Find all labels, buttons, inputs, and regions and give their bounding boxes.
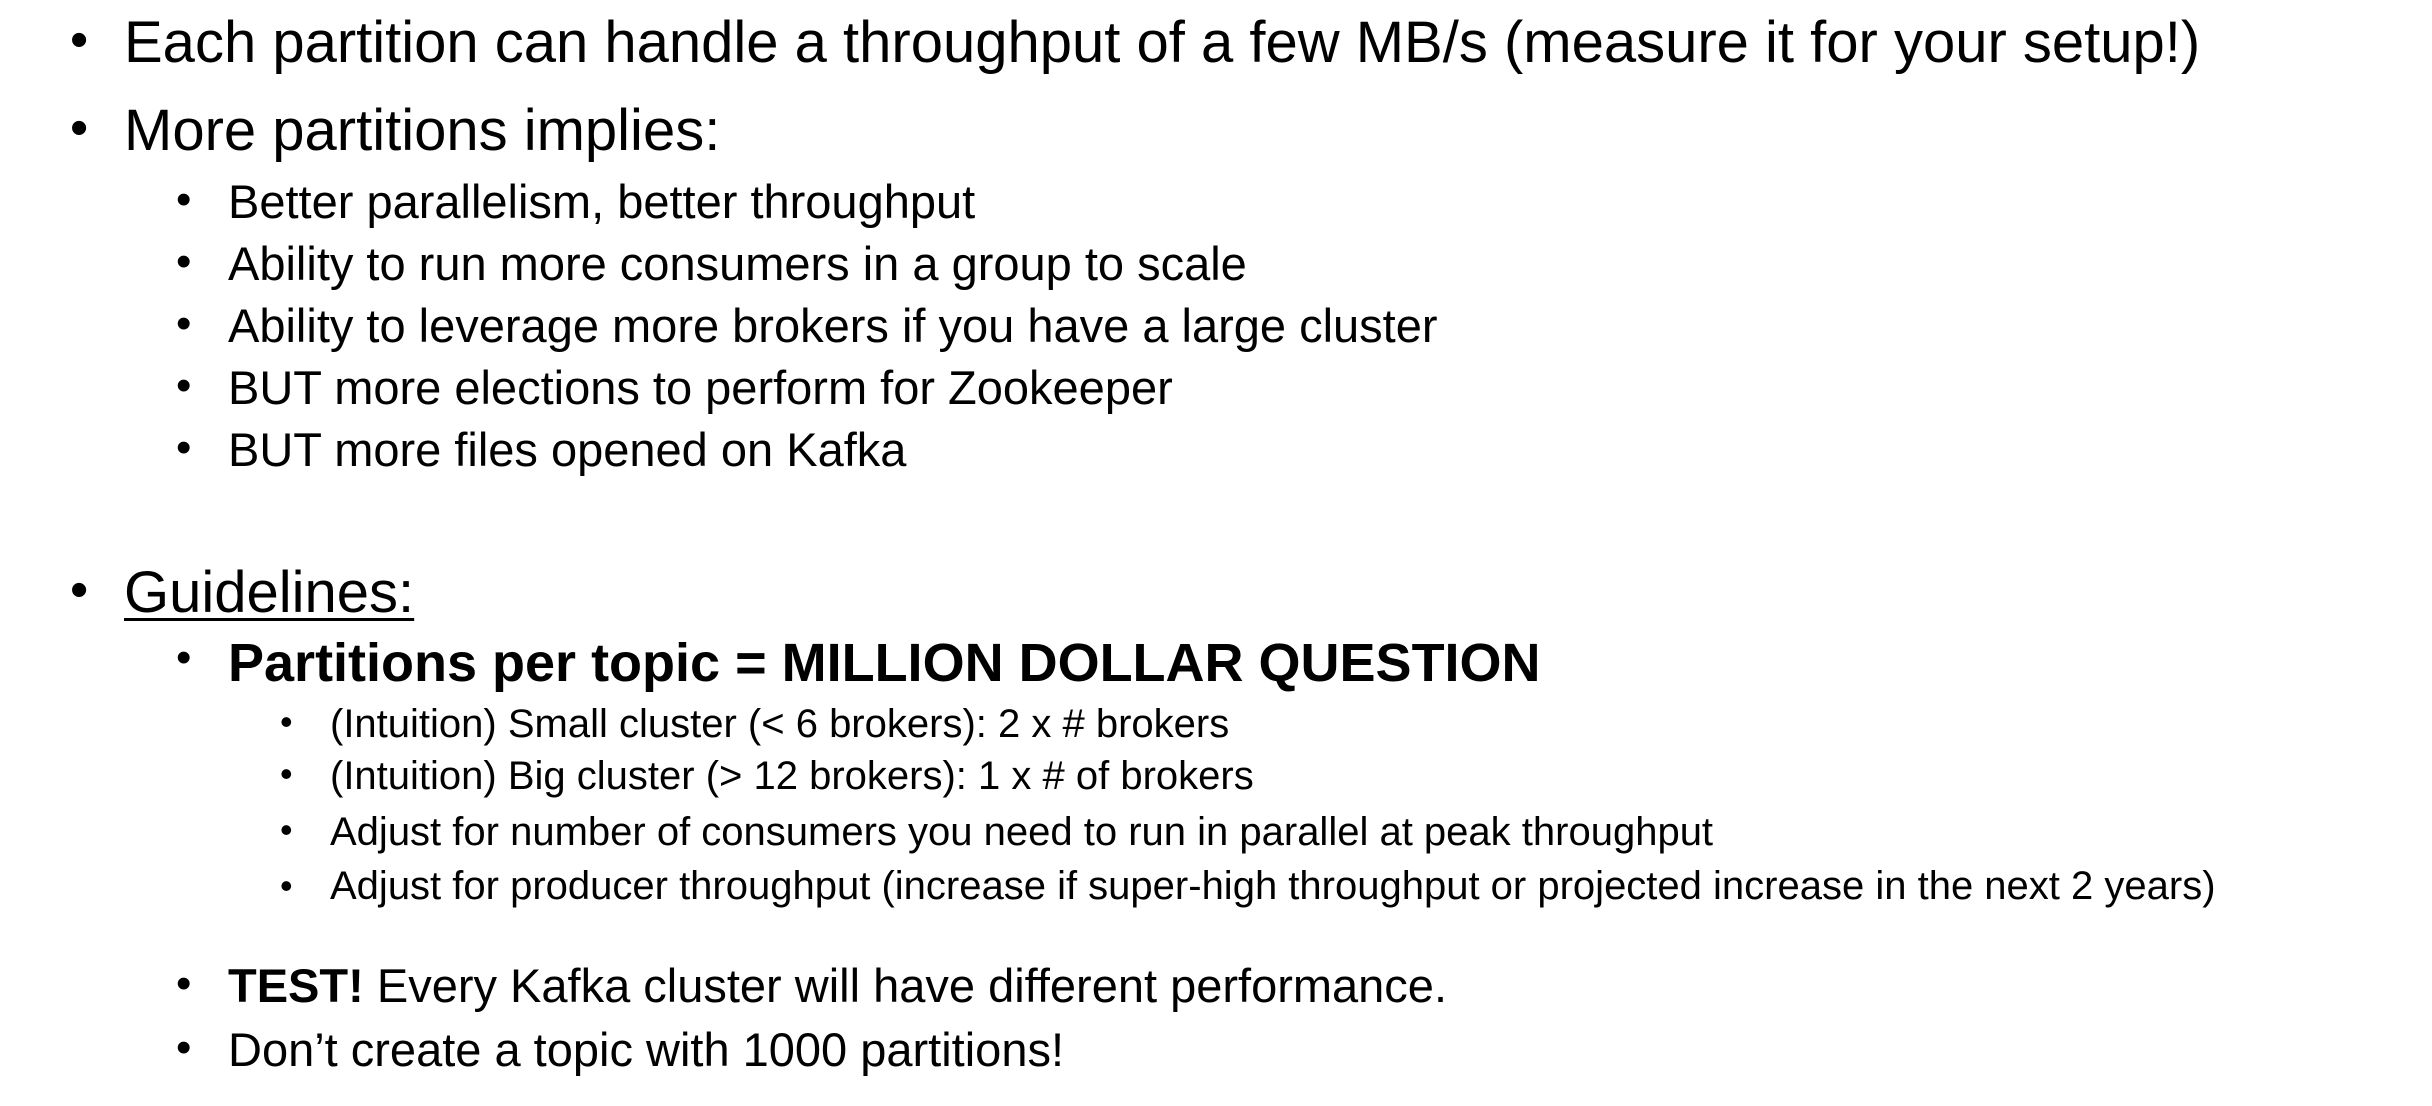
bullet-text: BUT more elections to perform for Zookee…	[228, 361, 1173, 414]
bullet-guidelines: • Guidelines:	[70, 560, 415, 625]
bullet-text: Adjust for number of consumers you need …	[330, 810, 1714, 854]
bullet-more-partitions: • More partitions implies:	[70, 98, 721, 163]
bullet-dot: •	[280, 809, 293, 850]
bullet-dot: •	[70, 99, 89, 157]
bullet-text: Better parallelism, better throughput	[228, 175, 976, 228]
bullet-partitions-per-topic: • Partitions per topic = MILLION DOLLAR …	[176, 633, 1541, 693]
test-rest-text: Every Kafka cluster will have different …	[363, 959, 1448, 1012]
bullet-dot: •	[280, 753, 293, 794]
bullet-text: More partitions implies:	[124, 98, 721, 163]
bullet-dont-create: • Don’t create a topic with 1000 partiti…	[176, 1023, 1065, 1076]
bullet-dot: •	[176, 959, 192, 1008]
bullet-text: TEST! Every Kafka cluster will have diff…	[228, 962, 1447, 1009]
bullet-dot: •	[176, 237, 192, 286]
bullet-text: (Intuition) Small cluster (< 6 brokers):…	[330, 702, 1230, 746]
bullet-throughput: • Each partition can handle a throughput…	[70, 10, 2201, 75]
bullet-text: Ability to leverage more brokers if you …	[228, 299, 1438, 352]
bullet-dot: •	[176, 361, 192, 410]
bullet-sub-guideline: • (Intuition) Small cluster (< 6 brokers…	[280, 702, 1230, 746]
bullet-dot: •	[176, 423, 192, 472]
bullet-dot: •	[176, 299, 192, 348]
bullet-text: Ability to run more consumers in a group…	[228, 237, 1247, 290]
bullet-implies-item: • BUT more elections to perform for Zook…	[176, 361, 1173, 414]
bullet-sub-guideline: • Adjust for number of consumers you nee…	[280, 810, 1714, 854]
bullet-text: Don’t create a topic with 1000 partition…	[228, 1023, 1065, 1076]
bullet-dot: •	[176, 1023, 192, 1072]
bullet-dot: •	[70, 11, 89, 69]
test-bold-label: TEST!	[228, 959, 364, 1012]
bullet-dot: •	[176, 175, 192, 224]
guidelines-heading: Guidelines:	[124, 560, 415, 625]
bullet-text: (Intuition) Big cluster (> 12 brokers): …	[330, 754, 1254, 798]
bullet-dot: •	[70, 561, 89, 619]
bullet-implies-item: • BUT more files opened on Kafka	[176, 423, 907, 476]
bullet-implies-item: • Ability to leverage more brokers if yo…	[176, 299, 1438, 352]
bullet-text: Adjust for producer throughput (increase…	[330, 864, 2216, 908]
bullet-implies-item: • Ability to run more consumers in a gro…	[176, 237, 1247, 290]
bullet-test: • TEST! Every Kafka cluster will have di…	[176, 962, 1447, 1010]
bullet-sub-guideline: • Adjust for producer throughput (increa…	[280, 864, 2350, 908]
bullet-sub-guideline: • (Intuition) Big cluster (> 12 brokers)…	[280, 754, 1254, 798]
bullet-dot: •	[280, 865, 293, 906]
bullet-text: Each partition can handle a throughput o…	[124, 10, 2201, 75]
bullet-implies-item: • Better parallelism, better throughput	[176, 175, 976, 228]
bullet-dot: •	[176, 633, 192, 682]
bullet-text: Partitions per topic = MILLION DOLLAR QU…	[228, 633, 1541, 693]
bullet-dot: •	[280, 701, 293, 742]
bullet-text: BUT more files opened on Kafka	[228, 423, 907, 476]
